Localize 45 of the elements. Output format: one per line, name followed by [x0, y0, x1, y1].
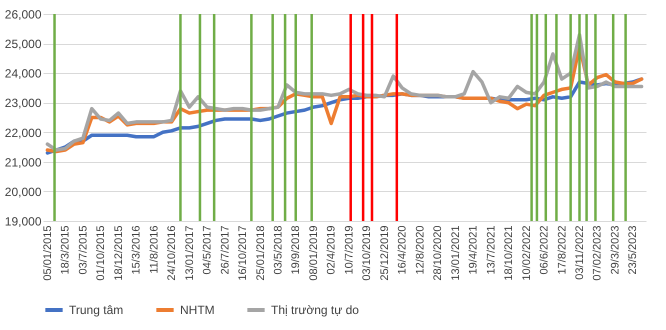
- y-tick-label: 21,000: [4, 155, 42, 170]
- x-tick-label: 16/4/2020: [396, 226, 409, 274]
- y-tick-label: 19,000: [4, 214, 42, 228]
- x-tick-label: 12/8/2020: [414, 226, 426, 274]
- x-tick-label: 07/02/2023: [592, 226, 604, 281]
- x-tick-label: 26/7/2017: [219, 226, 232, 274]
- x-tick-label: 02/4/2019: [326, 226, 338, 274]
- x-tick-label: 08/01/2019: [308, 226, 320, 281]
- x-tick-label: 03/7/2015: [77, 226, 90, 274]
- x-tick-label: 18/12/2015: [112, 226, 125, 281]
- x-tick-label: 01/10/2015: [95, 226, 108, 281]
- x-tick-label: 04/5/2017: [202, 226, 214, 274]
- x-tick-label: 29/3/2023: [609, 226, 622, 274]
- x-tick-label: 03/5/2018: [272, 226, 284, 274]
- legend-label: Trung tâm: [69, 303, 124, 317]
- x-tick-label: 13/01/2021: [450, 226, 462, 281]
- y-tick-label: 20,000: [4, 184, 42, 199]
- x-tick-label: 23/5/2023: [627, 226, 640, 274]
- x-tick-label: 06/6/2022: [538, 226, 551, 274]
- y-tick-label: 22,000: [4, 126, 42, 140]
- x-tick-label: 19/9/2018: [290, 226, 302, 274]
- x-tick-label: 16/10/2017: [237, 226, 250, 281]
- x-tick-label: 03/10/2019: [361, 226, 374, 281]
- x-tick-label: 03/11/2022: [574, 226, 586, 280]
- y-tick-label: 24,000: [4, 66, 42, 81]
- x-tick-label: 25/01/2018: [254, 226, 267, 281]
- x-tick-label: 25/12/2019: [378, 226, 391, 281]
- legend-label: NHTM: [180, 303, 215, 317]
- x-tick-label: 19/4/2021: [468, 226, 480, 274]
- x-tick-label: 05/01/2015: [42, 226, 54, 281]
- legend-label: Thị trường tự do: [271, 303, 360, 317]
- x-tick-label: 10/7/2019: [343, 226, 356, 274]
- x-tick-label: 18/3/2015: [60, 226, 72, 274]
- x-tick-label: 10/02/2022: [520, 226, 533, 281]
- x-tick-label: 24/10/2016: [166, 226, 178, 281]
- x-tick-label: 13/01/2017: [184, 226, 196, 281]
- x-tick-label: 11/8/2016: [148, 226, 160, 274]
- y-tick-label: 25,000: [4, 37, 42, 52]
- x-tick-label: 13/7/2021: [485, 226, 498, 274]
- y-tick-label: 26,000: [4, 8, 42, 22]
- x-tick-label: 17/8/2022: [556, 226, 568, 274]
- x-tick-label: 28/10/2020: [432, 226, 444, 281]
- x-tick-label: 15/3/2016: [130, 226, 143, 274]
- y-tick-label: 23,000: [4, 96, 42, 110]
- x-tick-label: 18/10/2021: [503, 226, 516, 281]
